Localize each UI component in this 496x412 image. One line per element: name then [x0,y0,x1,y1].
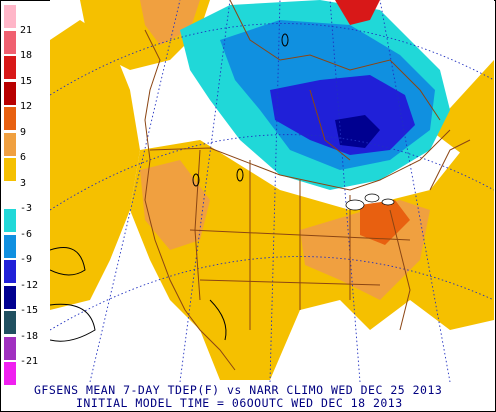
legend-tick-label: -3 [20,203,33,214]
legend-swatch [4,183,16,207]
legend-tick-label: 12 [20,101,33,112]
hot-spot-greenland [335,0,380,25]
great-lakes [345,193,395,211]
legend-tick-label: 21 [20,24,33,36]
color-legend: 21 18 15 12 9 6 3 -3 -6 -9 -12 -15 -18 -21 [4,5,38,391]
legend-swatch [4,311,16,334]
legend-swatch [4,107,16,130]
lat-lon-grid [50,0,494,382]
map-title: GFSENS MEAN 7-DAY TDEP(F) vs NARR CLIMO … [34,383,443,397]
legend-swatch [4,30,16,54]
legend-tick-label: 3 [20,177,27,189]
legend-swatch [4,285,16,309]
legend-swatch [4,5,16,28]
temperature-departure-map [50,0,494,382]
model-time: INITIAL MODEL TIME = 06OOUTC WED DEC 18 … [76,396,403,410]
legend-swatch [4,336,16,360]
cold-region-deep [335,115,380,148]
warm-region-pacific [50,20,140,310]
legend-swatch [4,209,16,232]
legend-tick-label: -12 [20,279,39,291]
legend-swatch [4,260,16,283]
legend-swatch [4,234,16,258]
zero-contours [50,33,289,342]
legend-tick-label: -15 [20,305,39,316]
warm-region-atlantic [430,60,494,160]
legend-swatch [4,158,16,181]
legend-tick-label: -18 [20,330,39,342]
legend-swatch [4,132,16,156]
legend-swatch [4,81,16,105]
legend-tick-label: -21 [20,356,39,367]
warm-patch-west [140,160,210,250]
legend-tick-label: -6 [20,228,33,240]
legend-swatch [4,56,16,79]
legend-swatch [4,362,16,385]
warm-patch-north [140,0,200,45]
legend-tick-label: 6 [20,152,27,163]
warm-strong-east [360,200,410,245]
legend-tick-label: 9 [20,126,27,138]
cold-region-strong [270,75,415,155]
legend-tick-label: 15 [20,75,33,87]
legend-tick-label: 18 [20,50,33,61]
legend-tick-label: -9 [20,254,33,265]
